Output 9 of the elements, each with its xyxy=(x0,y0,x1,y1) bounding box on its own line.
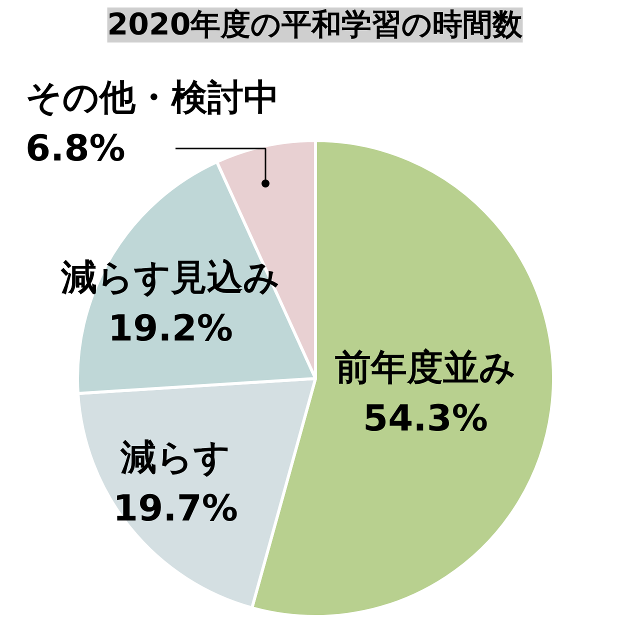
data-label: 19.2% xyxy=(108,308,233,350)
chart-title: 2020年度の平和学習の時間数 xyxy=(107,8,524,42)
data-label: 6.8% xyxy=(26,128,126,170)
slice-label: 減らす見込み xyxy=(60,257,280,298)
data-label: 19.7% xyxy=(113,488,238,530)
data-label: 54.3% xyxy=(363,398,488,440)
slice-label: 減らす xyxy=(120,437,230,478)
slice-label: 前年度並み xyxy=(335,347,516,388)
slice-label: その他・検討中 xyxy=(26,77,280,118)
